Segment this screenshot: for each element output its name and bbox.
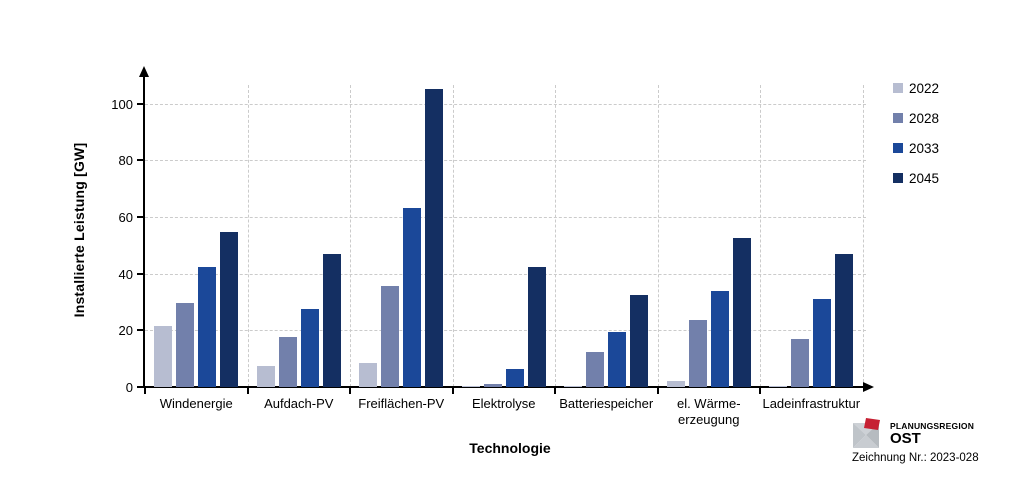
horizontal-gridline (145, 330, 866, 332)
y-tick (137, 102, 144, 105)
category-label: Freiflächen-PV (358, 396, 445, 411)
vertical-gridline (555, 85, 556, 387)
horizontal-gridline (145, 160, 866, 162)
category-label: Elektrolyse (471, 396, 536, 411)
legend-item: 2022 (893, 80, 939, 96)
bar-2045-elektrolyse (527, 266, 546, 387)
x-axis-line (143, 386, 865, 388)
legend-label: 2022 (909, 80, 940, 96)
x-tick (246, 388, 249, 394)
y-tick-label: 60 (118, 209, 133, 225)
category-label: Batteriespeicher (559, 396, 654, 411)
y-axis-title: Installierte Leistung [GW] (71, 142, 87, 318)
vertical-gridline (760, 85, 761, 387)
legend-item: 2033 (893, 140, 939, 156)
y-tick-label: 40 (118, 266, 133, 282)
bar-2028-batteriespeicher (586, 351, 605, 387)
bar-2028-windenergie (176, 303, 195, 387)
y-tick (137, 386, 144, 388)
horizontal-gridline (145, 273, 866, 275)
bar-2022-elektrolyse (461, 386, 480, 387)
brand-name-big: OST (890, 430, 921, 447)
legend-swatch (893, 83, 903, 93)
planungsregion-ost-logo-icon (853, 418, 880, 448)
bar-2033-elektrolyse (505, 368, 524, 387)
y-tick-label: 80 (118, 153, 133, 169)
bar-2045-windenergie (220, 232, 239, 387)
bar-2045-batteriespeicher (630, 294, 649, 387)
vertical-gridline (657, 85, 659, 387)
legend-item: 2028 (893, 110, 939, 126)
bar-2045-aufdach-pv (322, 253, 341, 387)
y-tick-label: 0 (125, 380, 133, 395)
x-tick (554, 388, 556, 394)
x-axis-title: Technologie (469, 440, 551, 456)
bar-2022-freifl-chen-pv (359, 362, 378, 387)
legend: 2022 2028 2033 2045 (893, 80, 939, 200)
bar-2022-ladeinfrastruktur (769, 386, 788, 387)
bar-2022-batteriespeicher (564, 385, 583, 387)
y-axis-arrow-icon (139, 66, 149, 77)
y-tick-label: 20 (118, 323, 133, 339)
bar-2045-freifl-chen-pv (425, 89, 444, 387)
horizontal-gridline (145, 103, 866, 105)
legend-swatch (893, 173, 903, 183)
bar-2022-el-w-rme-erzeugung (666, 381, 685, 387)
x-tick (759, 388, 761, 394)
x-tick (349, 388, 351, 394)
bar-2033-batteriespeicher (608, 331, 627, 387)
x-tick (451, 388, 454, 394)
bar-2033-windenergie (198, 266, 217, 387)
y-axis-line (143, 76, 145, 388)
y-tick (137, 272, 144, 275)
y-tick (137, 329, 144, 332)
x-tick (656, 388, 659, 394)
drawing-number: Zeichnung Nr.: 2023-028 (852, 452, 979, 464)
brand-name-small: PLANUNGSREGION (890, 421, 975, 431)
bar-2028-freifl-chen-pv (381, 286, 400, 387)
y-tick-label: 100 (111, 96, 133, 112)
x-axis-arrow-icon (863, 382, 874, 392)
bar-2033-aufdach-pv (300, 309, 319, 387)
vertical-gridline (862, 85, 864, 387)
horizontal-gridline (145, 216, 866, 218)
category-label: Windenergie (159, 396, 233, 411)
vertical-gridline (350, 85, 351, 387)
bar-2028-el-w-rme-erzeugung (688, 320, 707, 387)
bar-2022-windenergie (154, 326, 173, 387)
y-tick (137, 159, 144, 162)
bar-2022-aufdach-pv (256, 365, 275, 387)
bar-2028-aufdach-pv (278, 337, 297, 387)
bar-2033-ladeinfrastruktur (813, 299, 832, 387)
bar-2033-freifl-chen-pv (403, 208, 422, 387)
x-tick (144, 388, 146, 394)
branding-block: PLANUNGSREGION OST Zeichnung Nr.: 2023-0… (852, 417, 982, 464)
bar-2045-el-w-rme-erzeugung (732, 238, 751, 387)
legend-label: 2028 (909, 110, 940, 126)
vertical-gridline (247, 85, 249, 387)
y-tick (137, 215, 144, 218)
bar-2028-elektrolyse (483, 384, 502, 387)
category-label: el. Wärme- erzeugung (676, 396, 741, 427)
bar-2028-ladeinfrastruktur (791, 338, 810, 387)
legend-swatch (893, 113, 903, 123)
legend-label: 2033 (909, 140, 940, 156)
vertical-gridline (452, 85, 454, 387)
category-label: Aufdach-PV (264, 396, 334, 411)
bar-2045-ladeinfrastruktur (835, 253, 854, 387)
category-label: Ladeinfrastruktur (762, 396, 861, 411)
legend-swatch (893, 143, 903, 153)
bar-2033-el-w-rme-erzeugung (710, 290, 729, 387)
legend-label: 2045 (909, 170, 940, 186)
legend-item: 2045 (893, 170, 939, 186)
